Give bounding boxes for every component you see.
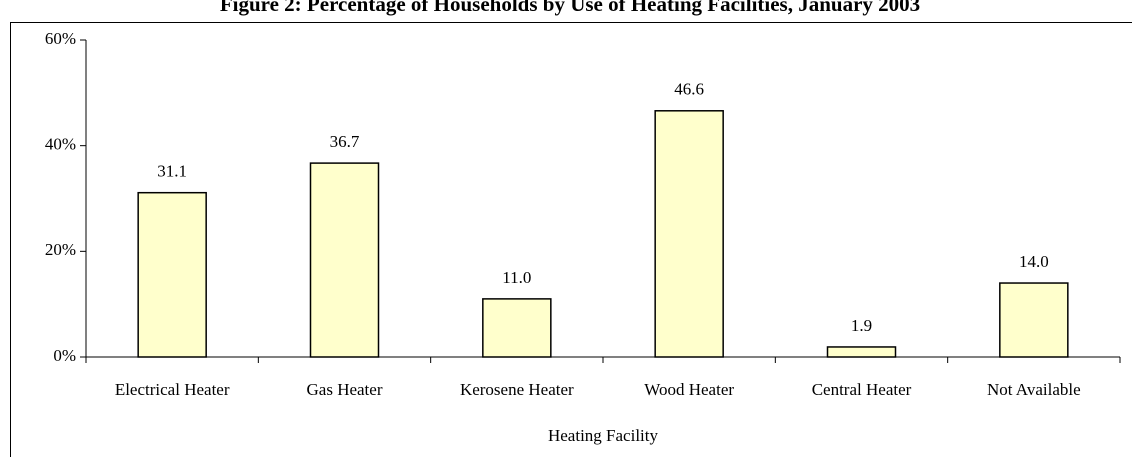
value-label: 14.0 [1019, 252, 1049, 271]
x-tick-label: Kerosene Heater [460, 380, 574, 399]
bar [654, 110, 724, 358]
x-tick-label: Central Heater [812, 380, 912, 399]
x-tick-label: Gas Heater [307, 380, 383, 399]
chart-frame [10, 22, 1132, 457]
value-label: 36.7 [330, 132, 360, 151]
x-tick-label: Wood Heater [644, 380, 734, 399]
x-tick-label: Not Available [987, 380, 1081, 399]
value-label: 31.1 [157, 162, 187, 181]
value-label: 46.6 [674, 80, 704, 99]
y-tick-label: 0% [53, 346, 76, 365]
value-label: 11.0 [502, 268, 531, 287]
chart-title: Figure 2: Percentage of Households by Us… [220, 0, 920, 16]
bar [999, 282, 1069, 358]
x-tick-label: Electrical Heater [115, 380, 230, 399]
value-label: 1.9 [851, 316, 872, 335]
x-axis-label: Heating Facility [548, 426, 659, 445]
bar [826, 346, 897, 358]
bar [309, 162, 380, 358]
y-tick-label: 40% [45, 135, 76, 154]
y-tick-label: 60% [45, 29, 76, 48]
bar [482, 298, 552, 358]
bar [137, 191, 207, 358]
y-tick-label: 20% [45, 240, 76, 259]
